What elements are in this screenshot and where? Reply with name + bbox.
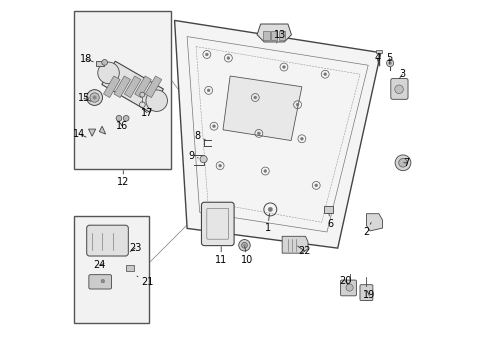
Bar bbox=[375, 50, 381, 53]
Text: 13: 13 bbox=[273, 30, 285, 43]
Circle shape bbox=[123, 116, 129, 121]
Polygon shape bbox=[282, 236, 307, 253]
Circle shape bbox=[398, 158, 407, 167]
Polygon shape bbox=[145, 76, 162, 98]
Text: 11: 11 bbox=[215, 247, 227, 265]
Circle shape bbox=[98, 62, 119, 84]
Text: 10: 10 bbox=[241, 247, 253, 265]
Text: 19: 19 bbox=[363, 291, 375, 301]
Circle shape bbox=[241, 242, 247, 248]
Circle shape bbox=[346, 284, 352, 291]
Polygon shape bbox=[99, 126, 105, 134]
Circle shape bbox=[257, 132, 260, 135]
Polygon shape bbox=[223, 76, 301, 140]
FancyBboxPatch shape bbox=[390, 78, 407, 99]
Circle shape bbox=[253, 96, 256, 99]
Circle shape bbox=[200, 156, 207, 163]
Circle shape bbox=[300, 137, 303, 140]
FancyBboxPatch shape bbox=[201, 202, 234, 246]
Polygon shape bbox=[257, 24, 291, 42]
Bar bbox=[324, 206, 332, 213]
Circle shape bbox=[282, 66, 285, 68]
Text: 24: 24 bbox=[93, 260, 105, 270]
Text: 4: 4 bbox=[373, 53, 380, 64]
Circle shape bbox=[207, 89, 210, 92]
Circle shape bbox=[145, 90, 167, 111]
Text: 21: 21 bbox=[137, 276, 153, 287]
Circle shape bbox=[314, 184, 317, 187]
Circle shape bbox=[264, 170, 266, 172]
Bar bbox=[74, 12, 171, 169]
Circle shape bbox=[394, 85, 403, 94]
Circle shape bbox=[323, 73, 326, 76]
Text: 3: 3 bbox=[398, 69, 405, 79]
Polygon shape bbox=[135, 76, 151, 98]
Text: 16: 16 bbox=[116, 121, 128, 131]
Text: 12: 12 bbox=[117, 171, 129, 187]
Polygon shape bbox=[114, 76, 130, 98]
Circle shape bbox=[226, 57, 229, 59]
Circle shape bbox=[267, 207, 272, 212]
Text: 15: 15 bbox=[78, 93, 91, 103]
Text: 23: 23 bbox=[129, 243, 141, 253]
Bar bbox=[278, 31, 285, 40]
Circle shape bbox=[296, 103, 298, 106]
Circle shape bbox=[394, 155, 410, 171]
FancyBboxPatch shape bbox=[89, 275, 111, 289]
Circle shape bbox=[90, 93, 99, 102]
Circle shape bbox=[102, 59, 107, 65]
Text: 18: 18 bbox=[80, 54, 93, 64]
Polygon shape bbox=[174, 21, 380, 248]
Text: 14: 14 bbox=[73, 129, 86, 139]
Circle shape bbox=[386, 59, 393, 67]
FancyBboxPatch shape bbox=[340, 280, 356, 296]
Circle shape bbox=[140, 92, 144, 97]
Text: 7: 7 bbox=[403, 158, 409, 168]
Polygon shape bbox=[102, 61, 163, 112]
Polygon shape bbox=[366, 214, 382, 231]
Bar bbox=[126, 265, 134, 271]
Circle shape bbox=[238, 239, 250, 251]
Polygon shape bbox=[103, 76, 120, 98]
Bar bbox=[270, 31, 277, 40]
Text: 6: 6 bbox=[327, 213, 333, 229]
Circle shape bbox=[243, 244, 245, 246]
Bar bbox=[96, 61, 104, 66]
Text: 9: 9 bbox=[188, 150, 198, 161]
Bar bbox=[74, 216, 149, 323]
Text: 17: 17 bbox=[141, 108, 153, 118]
Circle shape bbox=[218, 164, 221, 167]
Text: 2: 2 bbox=[363, 222, 370, 237]
Circle shape bbox=[205, 53, 208, 56]
Circle shape bbox=[93, 96, 96, 99]
Text: 5: 5 bbox=[386, 53, 392, 64]
Text: 8: 8 bbox=[194, 131, 205, 141]
Circle shape bbox=[388, 62, 391, 64]
Text: 22: 22 bbox=[297, 246, 310, 256]
Circle shape bbox=[101, 279, 104, 283]
Text: 20: 20 bbox=[339, 276, 351, 286]
Circle shape bbox=[86, 90, 102, 105]
Polygon shape bbox=[124, 76, 141, 98]
FancyBboxPatch shape bbox=[359, 285, 372, 301]
Text: 1: 1 bbox=[264, 213, 270, 233]
FancyBboxPatch shape bbox=[86, 225, 128, 256]
Polygon shape bbox=[88, 129, 96, 136]
Circle shape bbox=[212, 125, 215, 128]
Circle shape bbox=[116, 116, 122, 121]
Bar bbox=[263, 31, 269, 40]
